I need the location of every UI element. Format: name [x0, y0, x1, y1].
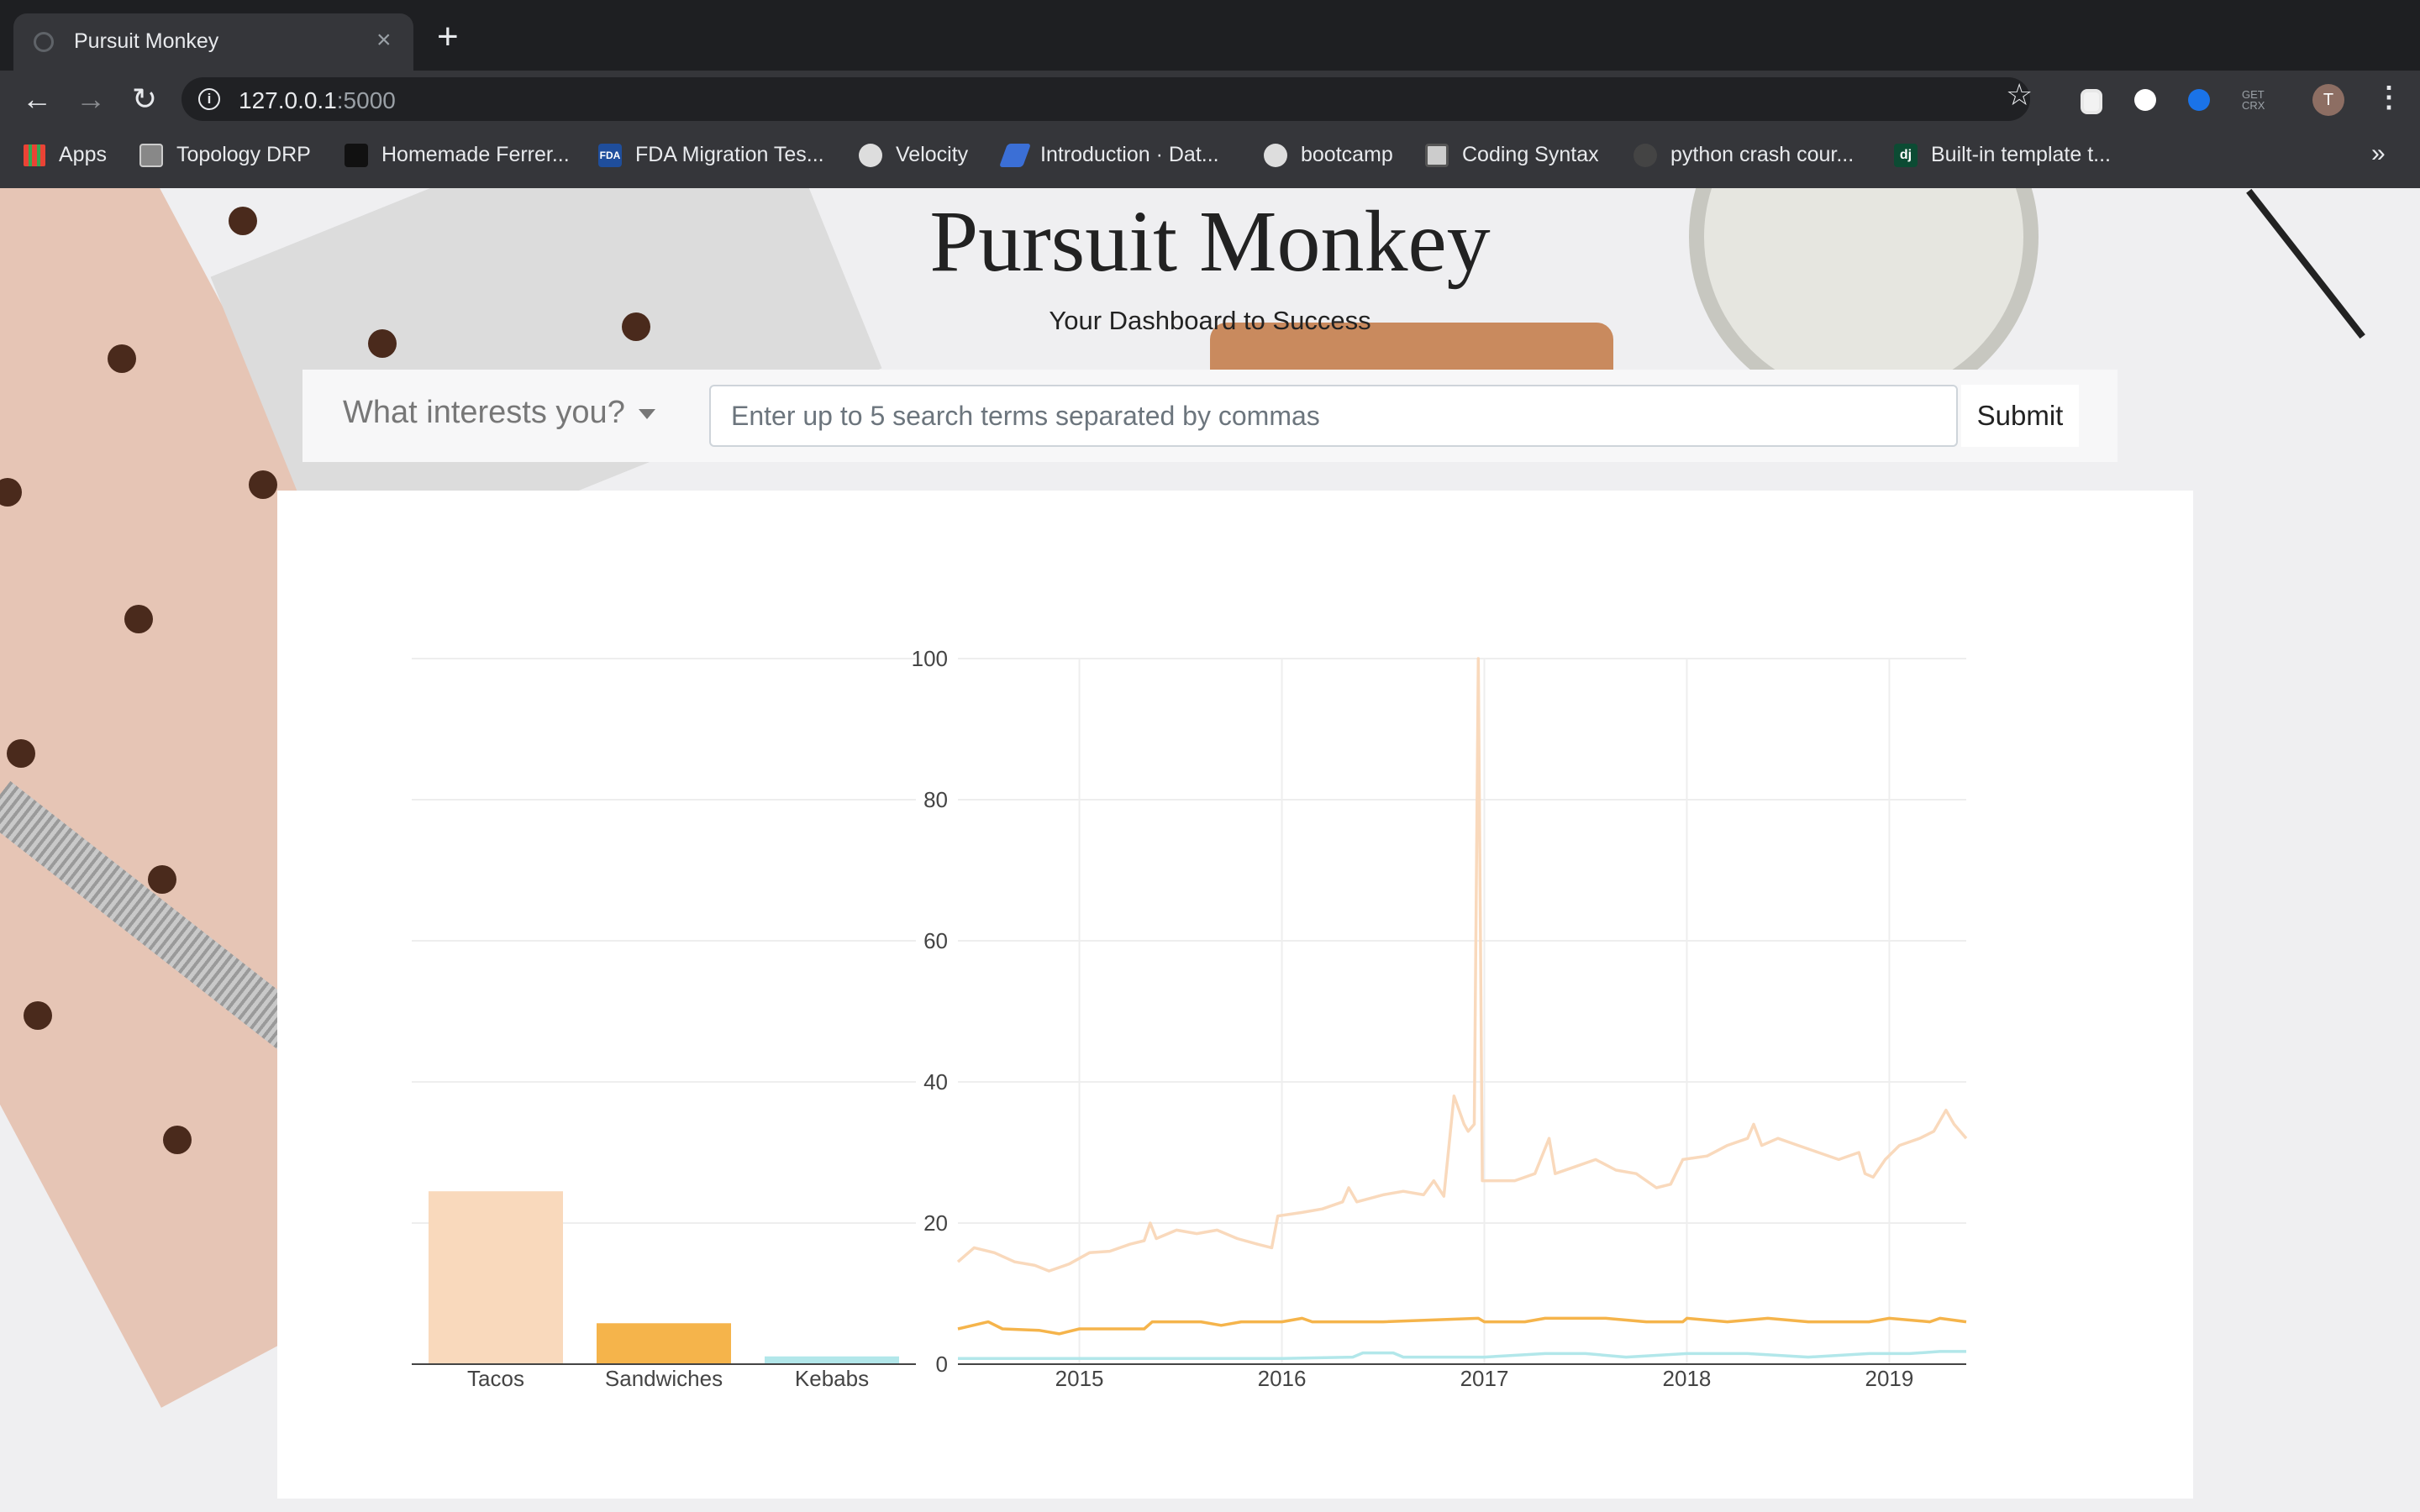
interests-dropdown[interactable]: What interests you?	[343, 395, 655, 431]
x-tick-label: 2019	[1865, 1366, 1914, 1391]
bookmark-label: bootcamp	[1301, 143, 1393, 166]
chart-panel: Tacos Sandwiches Kebabs 0 20 40 60 80 100 2015 201…	[277, 491, 2193, 1499]
fda-icon: FDA	[598, 144, 622, 168]
x-tick-label: 2016	[1258, 1366, 1307, 1391]
url-text[interactable]: 127.0.0.1:5000	[239, 87, 396, 114]
page-title: Pursuit Monkey	[929, 193, 1491, 290]
search-bar: What interests you? Submit	[302, 370, 2118, 462]
caret-down-icon	[638, 408, 655, 419]
forward-arrow-icon[interactable]: →	[76, 81, 106, 116]
new-tab-icon[interactable]: +	[437, 16, 459, 57]
y-tick-label: 60	[923, 928, 948, 953]
x-tick-label: 2018	[1663, 1366, 1712, 1391]
bookmark-introduction[interactable]: Introduction · Dat...	[998, 143, 1219, 168]
globe-icon	[1264, 144, 1287, 168]
bar-category-label: Tacos	[467, 1366, 524, 1391]
submit-button[interactable]: Submit	[1961, 385, 2079, 447]
page-subtitle: Your Dashboard to Success	[1049, 306, 1371, 335]
tab-title: Pursuit Monkey	[74, 29, 219, 53]
extension-icon[interactable]	[2188, 89, 2210, 111]
django-icon: dj	[1894, 144, 1918, 168]
github-icon	[1634, 144, 1657, 168]
bookmark-label: Velocity	[896, 143, 969, 166]
x-tick-label: 2017	[1460, 1366, 1509, 1391]
browser-tab[interactable]: Pursuit Monkey ×	[13, 13, 413, 71]
topology-icon	[139, 144, 163, 168]
coding-icon	[1425, 144, 1449, 168]
bookmark-label: Homemade Ferrer...	[381, 143, 570, 166]
search-terms-input[interactable]	[709, 385, 1958, 447]
y-tick-label: 0	[936, 1352, 948, 1377]
bookmark-topology-drp[interactable]: Topology DRP	[139, 143, 311, 168]
apps-grid-icon	[24, 144, 45, 167]
trend-line-series-3	[958, 1350, 1966, 1361]
bookmark-label: Introduction · Dat...	[1040, 143, 1219, 166]
bar-sandwiches	[597, 1323, 731, 1364]
bookmark-label: Topology DRP	[176, 143, 311, 166]
bookmark-bootcamp[interactable]: bootcamp	[1264, 143, 1393, 168]
address-bar[interactable]: i 127.0.0.1:5000	[182, 77, 2030, 121]
get-crx-extension-icon[interactable]: GET CRX	[2242, 88, 2265, 112]
bar-category-label: Kebabs	[795, 1366, 869, 1391]
bookmark-homemade-ferrer[interactable]: Homemade Ferrer...	[345, 143, 570, 168]
bar-kebabs	[765, 1356, 899, 1364]
site-info-icon[interactable]: i	[198, 88, 220, 110]
y-tick-label: 80	[923, 787, 948, 812]
bookmark-star-icon[interactable]: ☆	[2006, 77, 2033, 112]
globe-icon	[859, 144, 882, 168]
bookmark-builtin-template[interactable]: dj Built-in template t...	[1894, 143, 2111, 168]
browser-toolbar: ← → ↻ i 127.0.0.1:5000 ☆ GET CRX T ⋮	[0, 71, 2420, 128]
bar-tacos	[429, 1191, 563, 1364]
bookmark-label: FDA Migration Tes...	[635, 143, 824, 166]
dropdown-label: What interests you?	[343, 395, 625, 430]
extension-icon[interactable]	[2134, 89, 2156, 111]
bookmark-label: Built-in template t...	[1931, 143, 2111, 166]
bookmark-label: Coding Syntax	[1462, 143, 1599, 166]
loading-favicon-icon	[34, 32, 54, 52]
trend-line-series-1	[956, 657, 1968, 1273]
url-host: 127.0.0.1	[239, 87, 337, 113]
book-icon	[998, 144, 1032, 168]
more-bookmarks-icon[interactable]: »	[2371, 139, 2386, 167]
close-tab-icon[interactable]: ×	[376, 26, 392, 54]
bookmark-label: python crash cour...	[1670, 143, 1854, 166]
bookmark-coding-syntax[interactable]: Coding Syntax	[1425, 143, 1599, 168]
menu-dots-icon[interactable]: ⋮	[2375, 81, 2403, 113]
bookmark-fda-migration[interactable]: FDA FDA Migration Tes...	[598, 143, 824, 168]
page-content: Pursuit Monkey Your Dashboard to Success…	[0, 188, 2420, 1512]
profile-avatar[interactable]: T	[2312, 84, 2344, 116]
y-tick-label: 100	[912, 646, 948, 671]
bar-category-label: Sandwiches	[605, 1366, 723, 1391]
trends-chart: Tacos Sandwiches Kebabs 0 20 40 60 80 100 2015 201…	[412, 646, 1968, 1391]
bookmark-icon	[345, 144, 368, 168]
y-tick-label: 20	[923, 1210, 948, 1236]
y-tick-label: 40	[923, 1069, 948, 1095]
browser-tab-bar: Pursuit Monkey × +	[0, 0, 2420, 71]
reload-icon[interactable]: ↻	[131, 81, 158, 116]
bookmark-velocity[interactable]: Velocity	[859, 143, 969, 168]
bookmark-python-crash-course[interactable]: python crash cour...	[1634, 143, 1854, 168]
bookmark-apps[interactable]: Apps	[24, 143, 107, 167]
back-arrow-icon[interactable]: ←	[22, 81, 52, 116]
trend-line-series-2	[957, 1316, 1967, 1336]
extension-icon[interactable]	[2081, 89, 2102, 114]
url-port: :5000	[336, 87, 396, 113]
bookmark-label: Apps	[59, 143, 107, 166]
x-tick-label: 2015	[1055, 1366, 1104, 1391]
bookmarks-bar: Apps Topology DRP Homemade Ferrer... FDA…	[0, 128, 2420, 189]
